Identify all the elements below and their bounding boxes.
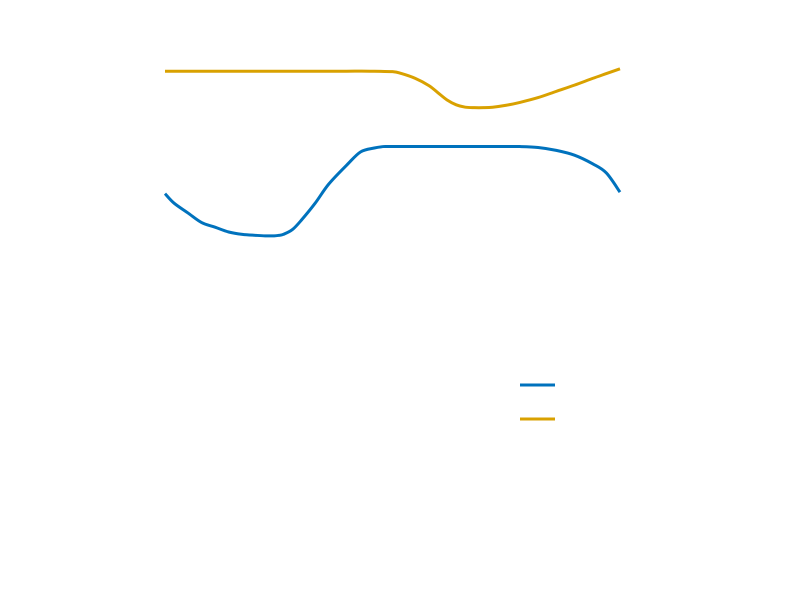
series-line-2: [164, 67, 621, 110]
series-layer: [163, 67, 622, 238]
series-line-1: [163, 144, 622, 238]
legend: [520, 383, 555, 421]
